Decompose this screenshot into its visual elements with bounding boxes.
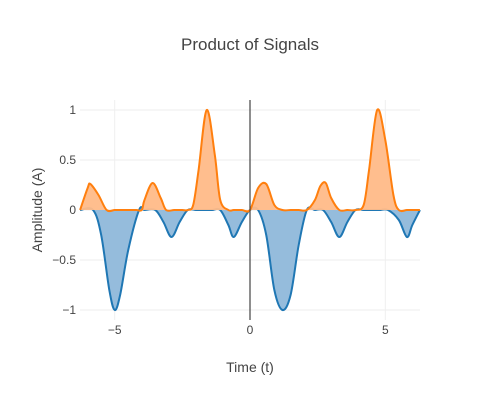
x-tick-label: 5 <box>382 323 389 337</box>
series-0-area <box>80 109 420 212</box>
y-tick-label: 0 <box>69 203 76 217</box>
x-tick-label: −5 <box>108 323 122 337</box>
axis-layer: −5 0 5 1 0.5 0 −0.5 −1 <box>52 100 389 337</box>
y-tick-label: −0.5 <box>52 253 76 267</box>
x-axis-label: Time (t) <box>226 359 274 375</box>
series-0-line <box>79 108 420 213</box>
chart-title: Product of Signals <box>181 35 319 54</box>
y-axis-label: Amplitude (A) <box>29 168 45 253</box>
x-tick-label: 0 <box>247 323 254 337</box>
y-tick-label: 1 <box>69 103 76 117</box>
y-tick-label: 0.5 <box>59 153 76 167</box>
series-1-area <box>80 207 420 311</box>
y-tick-label: −1 <box>62 303 76 317</box>
